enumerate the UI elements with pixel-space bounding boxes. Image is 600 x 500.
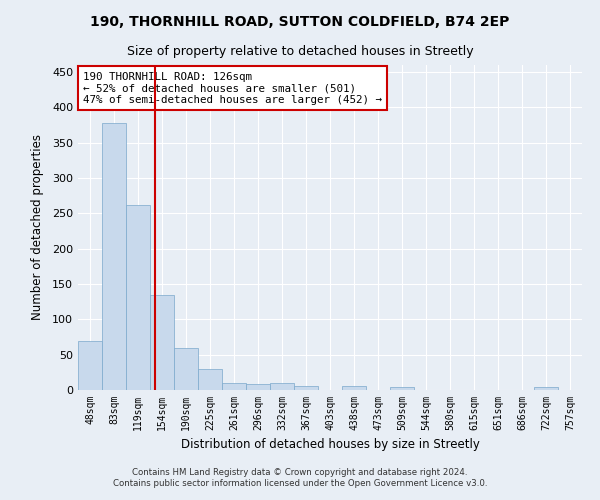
Bar xyxy=(222,383,246,390)
Bar xyxy=(390,387,414,390)
Bar xyxy=(198,369,222,390)
Bar xyxy=(294,386,318,390)
Bar xyxy=(342,386,366,390)
Bar xyxy=(102,123,126,390)
Bar xyxy=(126,205,150,390)
Bar xyxy=(78,340,102,390)
Bar xyxy=(150,294,174,390)
Bar xyxy=(246,384,270,390)
Text: 190, THORNHILL ROAD, SUTTON COLDFIELD, B74 2EP: 190, THORNHILL ROAD, SUTTON COLDFIELD, B… xyxy=(91,15,509,29)
Bar xyxy=(534,387,558,390)
Bar xyxy=(174,348,198,390)
Text: Contains HM Land Registry data © Crown copyright and database right 2024.
Contai: Contains HM Land Registry data © Crown c… xyxy=(113,468,487,487)
Text: Size of property relative to detached houses in Streetly: Size of property relative to detached ho… xyxy=(127,45,473,58)
Text: 190 THORNHILL ROAD: 126sqm
← 52% of detached houses are smaller (501)
47% of sem: 190 THORNHILL ROAD: 126sqm ← 52% of deta… xyxy=(83,72,382,104)
Y-axis label: Number of detached properties: Number of detached properties xyxy=(31,134,44,320)
Bar xyxy=(270,383,294,390)
X-axis label: Distribution of detached houses by size in Streetly: Distribution of detached houses by size … xyxy=(181,438,479,452)
